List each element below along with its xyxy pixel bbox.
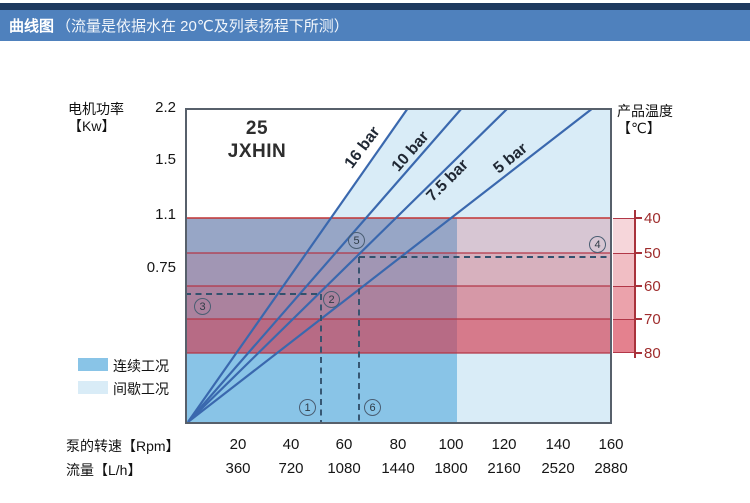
power-axis-title: 电机功率 【Kw】 (68, 101, 124, 134)
marker-2: 2 (323, 291, 340, 308)
temp-tick-40: 40 (644, 210, 661, 227)
rpm-tick: 120 (491, 436, 517, 453)
temp-tick-70: 70 (644, 311, 661, 328)
header-title-bold: 曲线图 (9, 18, 55, 35)
marker-4: 4 (589, 236, 606, 253)
curve-chart-plot (185, 108, 612, 424)
rpm-tick: 20 (229, 436, 247, 453)
rpm-tick: 40 (282, 436, 300, 453)
marker-6: 6 (364, 399, 381, 416)
rpm-axis-label: 泵的转速【Rpm】 (66, 438, 180, 454)
power-tick-2-2: 2.2 (155, 99, 176, 116)
band-50-60-ext (613, 253, 635, 286)
rpm-tick: 100 (438, 436, 464, 453)
rpm-tick: 160 (598, 436, 624, 453)
chart-canvas (185, 108, 612, 424)
temp-tick-mark (634, 217, 642, 219)
legend-label-intermittent: 间歇工况 (113, 381, 169, 397)
flow-axis-label: 流量【L/h】 (66, 462, 142, 478)
rpm-tick: 60 (335, 436, 353, 453)
header-accent-strip (0, 3, 750, 10)
flow-tick: 720 (278, 460, 304, 477)
band-60-70-ext (613, 286, 635, 319)
marker-3: 3 (194, 298, 211, 315)
header-title-rest: （流量是依据水在 20℃及列表扬程下所测） (56, 18, 349, 35)
legend-swatch-intermittent (78, 381, 108, 394)
temperature-axis-title: 产品温度 【℃】 (617, 103, 673, 136)
band-70-80-ext (613, 319, 635, 353)
temperature-band-extension (613, 218, 635, 353)
flow-tick: 2160 (487, 460, 521, 477)
marker-5: 5 (348, 232, 365, 249)
temp-tick-mark (634, 285, 642, 287)
marker-1: 1 (299, 399, 316, 416)
temp-tick-80: 80 (644, 345, 661, 362)
flow-tick: 360 (225, 460, 251, 477)
band-40-50-ext (613, 218, 635, 253)
flow-tick: 1800 (434, 460, 468, 477)
flow-tick: 1440 (381, 460, 415, 477)
pump-model-label: 25 JXHIN (227, 118, 287, 162)
temp-tick-mark (634, 318, 642, 320)
power-tick-1-5: 1.5 (155, 151, 176, 168)
legend-swatch-continuous (78, 358, 108, 371)
flow-tick: 1080 (327, 460, 361, 477)
power-tick-0-75: 0.75 (146, 259, 176, 276)
flow-tick: 2520 (541, 460, 575, 477)
temperature-axis-line (634, 210, 636, 358)
temp-tick-mark (634, 352, 642, 354)
flow-tick: 2880 (594, 460, 628, 477)
temp-tick-50: 50 (644, 245, 661, 262)
header-title-bar: 曲线图 （流量是依据水在 20℃及列表扬程下所测） (0, 10, 750, 41)
rpm-tick: 80 (389, 436, 407, 453)
rpm-tick: 140 (545, 436, 571, 453)
legend-label-continuous: 连续工况 (113, 358, 169, 374)
temp-tick-mark (634, 252, 642, 254)
power-tick-1-1: 1.1 (155, 206, 176, 223)
temp-tick-60: 60 (644, 278, 661, 295)
